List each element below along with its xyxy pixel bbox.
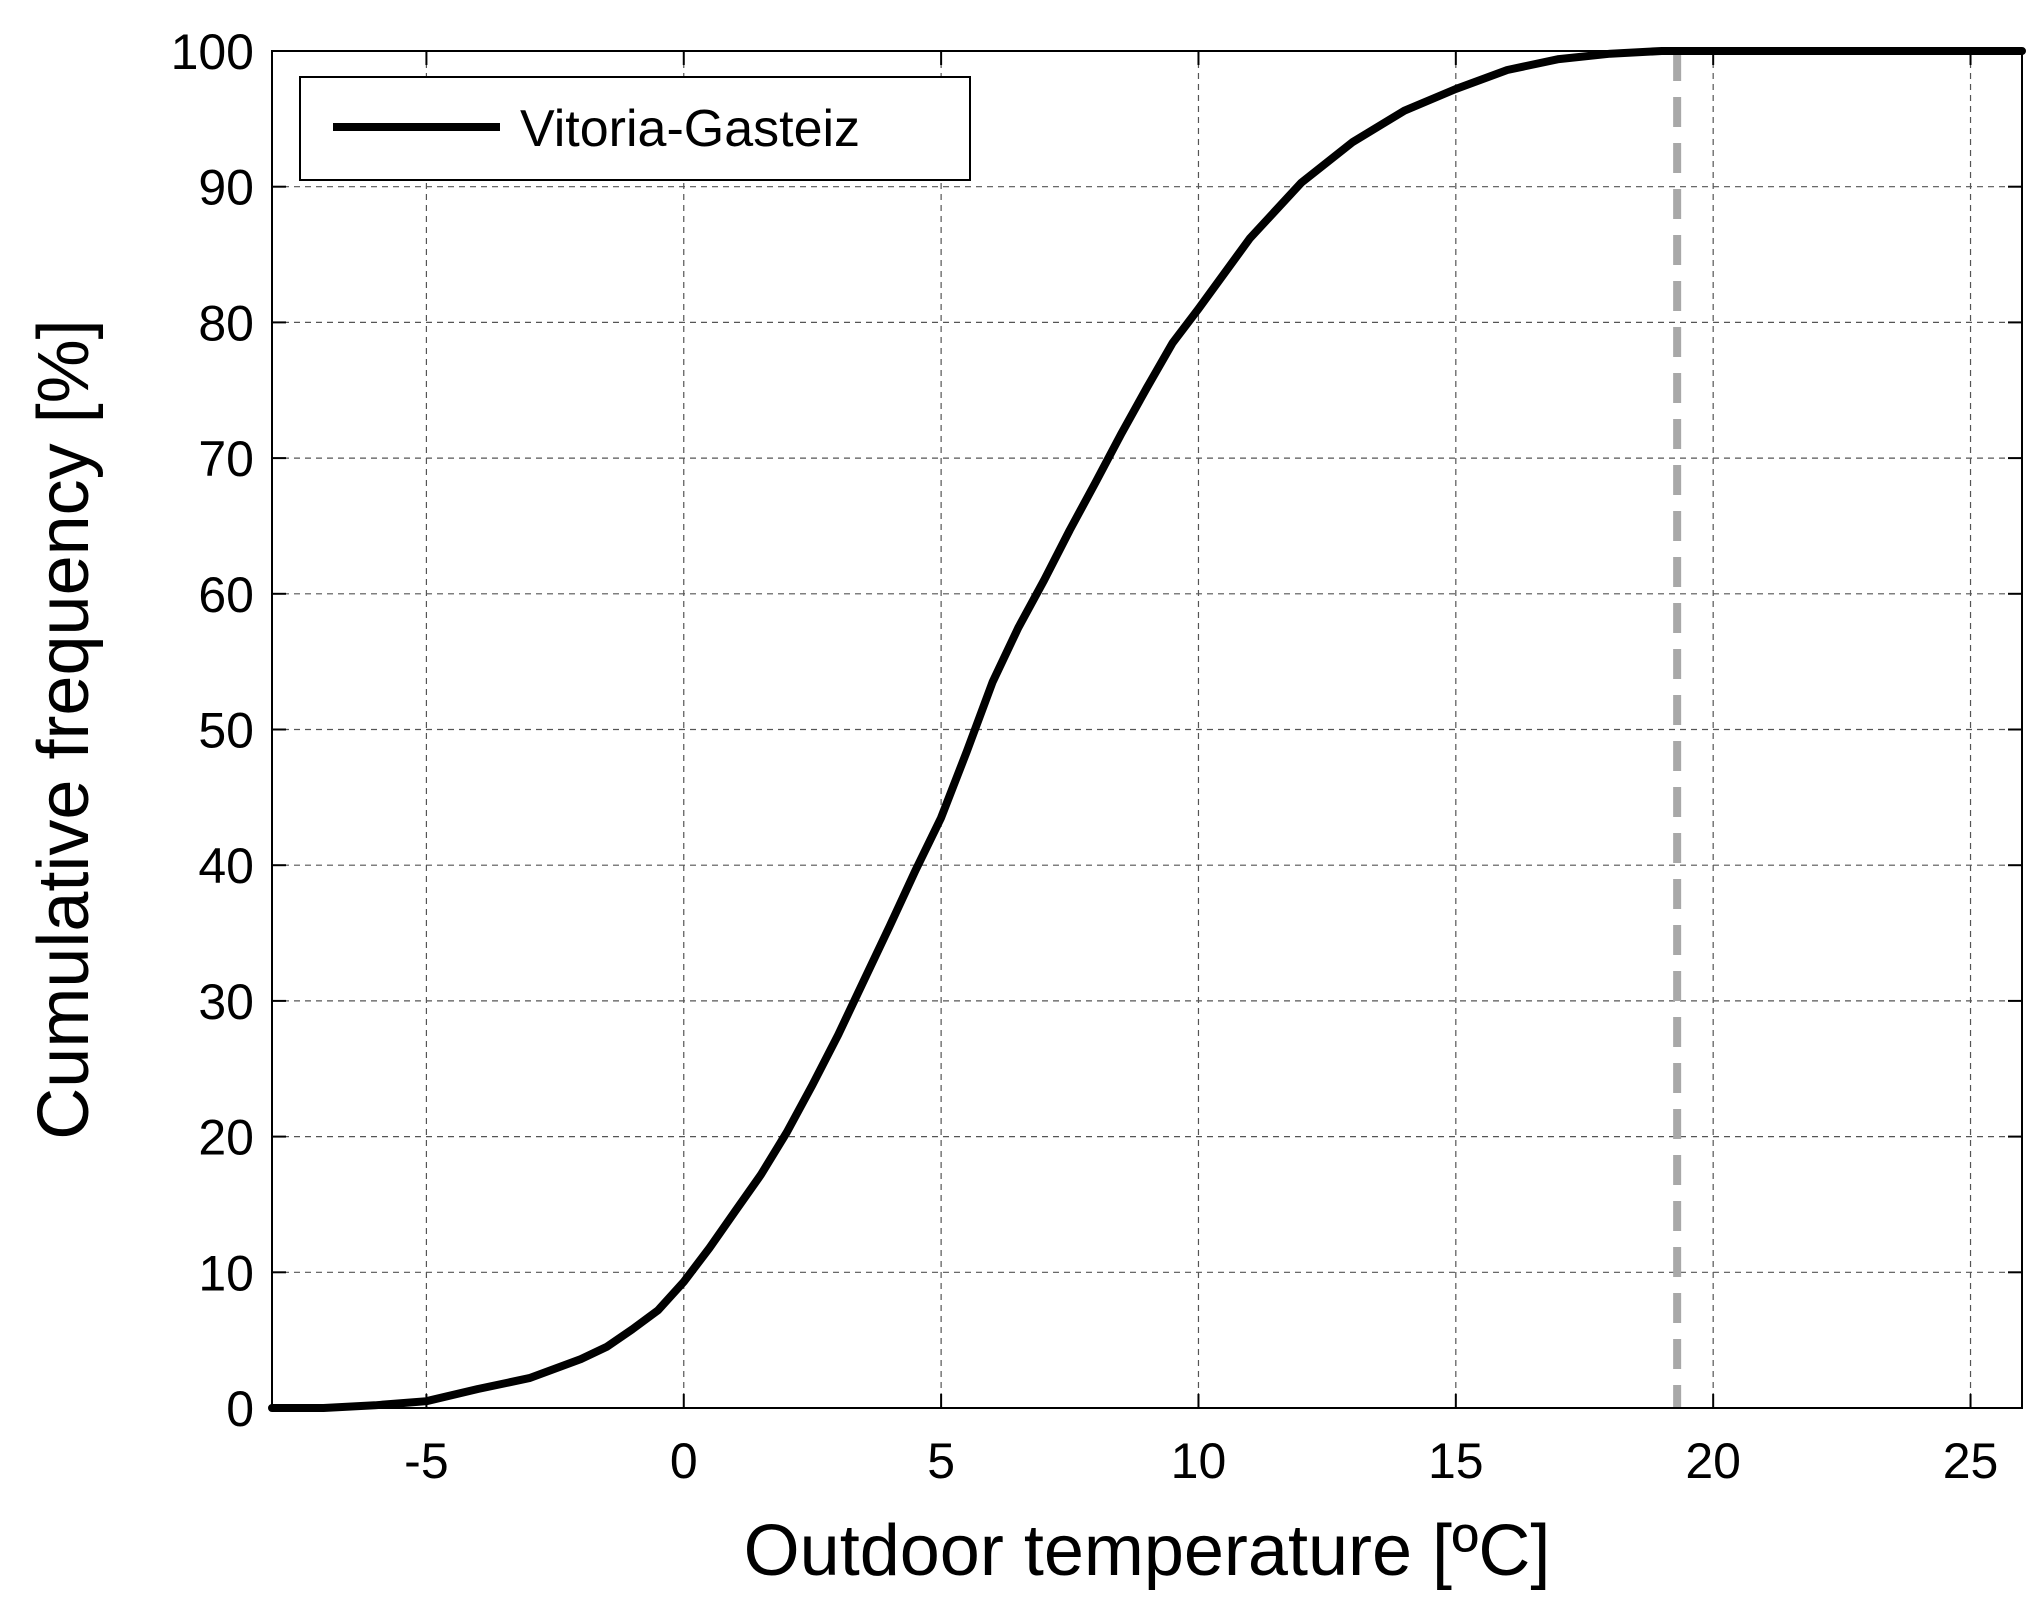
x-axis-title: Outdoor temperature [ºC] (744, 1511, 1551, 1591)
legend: Vitoria-Gasteiz (299, 76, 971, 181)
y-tick-label: 70 (198, 431, 254, 487)
series-line-vitoria-gasteiz (268, 47, 2026, 1412)
y-tick-label: 60 (198, 567, 254, 623)
tick-labels: -5 0 5 10 15 20 25 0 10 20 30 40 50 60 70 80 90 100 (171, 24, 1999, 1489)
x-tick-label: 15 (1428, 1433, 1484, 1489)
x-tick-label: 20 (1685, 1433, 1741, 1489)
x-tick-label: 10 (1171, 1433, 1227, 1489)
y-tick-label: 20 (198, 1110, 254, 1166)
y-tick-label: 40 (198, 838, 254, 894)
x-tick-label: 5 (927, 1433, 955, 1489)
y-axis-title: Cumulative frequency [%] (24, 319, 104, 1139)
legend-label: Vitoria-Gasteiz (520, 100, 860, 158)
y-tick-label: 50 (198, 703, 254, 759)
y-tick-label: 80 (198, 295, 254, 351)
x-tick-label: 25 (1943, 1433, 1999, 1489)
y-tick-label: 30 (198, 974, 254, 1030)
grid (272, 50, 2022, 1409)
ticks (272, 50, 2022, 1409)
y-tick-label: 10 (198, 1245, 254, 1301)
y-tick-label: 90 (198, 160, 254, 216)
y-tick-label: 100 (171, 24, 254, 80)
x-tick-label: 0 (670, 1433, 698, 1489)
x-tick-label: -5 (404, 1433, 448, 1489)
series-layer (268, 47, 2026, 1412)
y-tick-label: 0 (226, 1381, 254, 1437)
